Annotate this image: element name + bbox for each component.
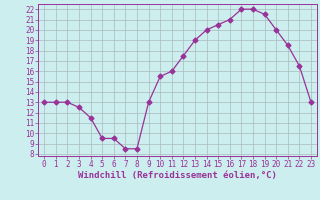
X-axis label: Windchill (Refroidissement éolien,°C): Windchill (Refroidissement éolien,°C) (78, 171, 277, 180)
